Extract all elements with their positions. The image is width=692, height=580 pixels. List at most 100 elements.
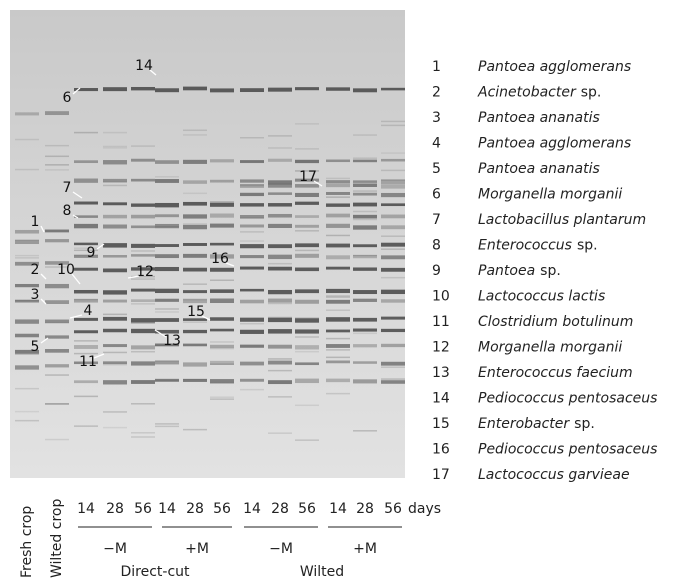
leader-line (201, 315, 211, 321)
gel-band (183, 379, 207, 382)
gel-band (268, 298, 292, 303)
gel-band (353, 328, 377, 332)
gel-band (210, 317, 234, 321)
gel-band (155, 244, 179, 247)
gel-band (326, 266, 350, 270)
gel-band (155, 88, 179, 93)
gel-band (210, 341, 234, 343)
legend-number: 5 (432, 161, 441, 177)
legend-number: 9 (432, 263, 441, 279)
gel-band (210, 254, 234, 259)
gel-band (103, 181, 127, 183)
gel-band (210, 347, 234, 350)
species-suffix: sp. (574, 416, 595, 432)
gel-band (15, 419, 39, 422)
gel-band (295, 87, 319, 91)
gel-band (381, 225, 405, 230)
gel-band (295, 184, 319, 188)
gel-band (326, 203, 350, 207)
species-name: Pediococcus pentosaceus (478, 391, 657, 407)
legend-number: 10 (432, 289, 450, 305)
gel-band (45, 322, 69, 324)
species-name: Lactococcus garvieae (478, 467, 630, 483)
gel-band (103, 160, 127, 165)
gel-band (295, 336, 319, 338)
gel-band (381, 378, 405, 380)
gel-band (381, 361, 405, 366)
legend-number: 3 (432, 110, 441, 126)
gel-band (155, 223, 179, 229)
gel-band (45, 283, 69, 289)
gel-band (381, 276, 405, 279)
gel-band (15, 387, 39, 390)
gel-band (268, 317, 292, 323)
treatment-label: −M (103, 541, 127, 557)
gel-band (155, 360, 179, 362)
legend-name: Pediococcus pentosaceus (478, 391, 657, 407)
legend-name: Clostridium botulinum (478, 314, 633, 330)
gel-band (131, 345, 155, 350)
gel-band (353, 244, 377, 248)
legend-name: Enterococcus sp. (478, 238, 598, 254)
gel-band (45, 300, 69, 304)
legend-number: 12 (432, 340, 450, 356)
gel-band (183, 159, 207, 164)
legend-name: Pediococcus pentosaceus (478, 442, 657, 458)
gel-band (155, 254, 179, 259)
gel-band (45, 364, 69, 368)
gel-band (381, 235, 405, 237)
species-suffix: sp. (540, 263, 561, 279)
gel-band (210, 267, 234, 272)
gel-band (103, 255, 127, 258)
lane-label: Wilted crop (49, 499, 65, 578)
legend-name: Pantoea ananatis (478, 110, 600, 126)
gel-band (295, 404, 319, 407)
gel-band (326, 234, 350, 237)
gel-band (183, 86, 207, 91)
gel-band (240, 192, 264, 197)
gel-band (74, 352, 98, 355)
gel-band (15, 240, 39, 245)
gel-band (45, 349, 69, 353)
gel-band (381, 120, 405, 123)
gel-band (74, 223, 98, 229)
gel-band (45, 438, 69, 441)
gel-band (326, 288, 350, 294)
gel-band (240, 215, 264, 219)
gel-band (326, 223, 350, 228)
gel-band (103, 243, 127, 248)
gel-band (74, 201, 98, 205)
gel-band (155, 318, 179, 322)
gel-band (155, 379, 179, 382)
gel-band (131, 275, 155, 278)
gel-band (295, 178, 319, 182)
leader-line (40, 298, 47, 305)
gel-band (131, 350, 155, 353)
gel-band (240, 136, 264, 139)
gel-band (240, 160, 264, 162)
gel-band (295, 249, 319, 252)
gel-band (381, 192, 405, 198)
gel-band (74, 242, 98, 246)
gel-band (240, 184, 264, 187)
gel-band (45, 144, 69, 147)
gel-band (240, 231, 264, 233)
gel-band (353, 344, 377, 348)
gel-band (353, 183, 377, 187)
lane-label: Fresh crop (19, 506, 35, 578)
gel-band (103, 328, 127, 333)
gel-band (210, 328, 234, 332)
gel-band (240, 184, 264, 188)
gel-band (240, 299, 264, 304)
gel-band (15, 333, 39, 338)
gel-band (15, 319, 39, 324)
band-label: 10 (57, 262, 75, 278)
gel-band (15, 353, 39, 355)
gel-band (240, 388, 264, 391)
gel-band (155, 311, 179, 313)
species-name: Enterococcus faecium (478, 365, 633, 381)
gel-band (74, 131, 98, 134)
species-name: Pantoea ananatis (478, 110, 600, 126)
gel-band (74, 178, 98, 183)
